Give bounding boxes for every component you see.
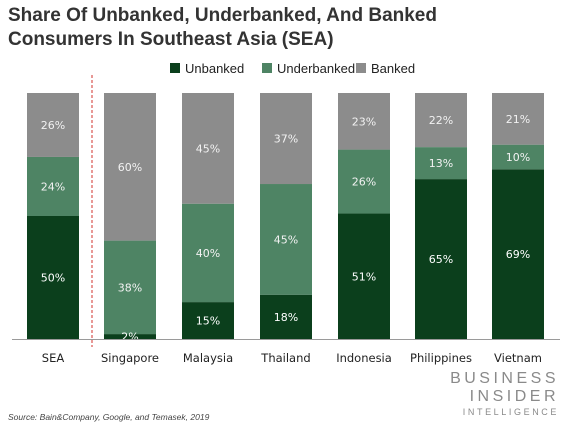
value-label-underbanked-philippines: 13% (429, 157, 453, 170)
legend-swatch-underbanked (262, 63, 272, 73)
value-label-underbanked-malaysia: 40% (196, 247, 220, 260)
legend-label-banked: Banked (371, 61, 415, 76)
value-label-banked-philippines: 22% (429, 114, 453, 127)
legend-swatch-unbanked (170, 63, 180, 73)
bar-unbanked-singapore (104, 334, 156, 339)
value-label-banked-indonesia: 23% (352, 115, 376, 128)
category-label-thailand: Thailand (260, 351, 310, 365)
legend-swatch-banked (356, 63, 366, 73)
bar-banked-vietnam (492, 93, 544, 145)
value-label-banked-vietnam: 21% (506, 113, 530, 126)
bar-unbanked-philippines (415, 179, 467, 339)
bar-banked-philippines (415, 93, 467, 148)
value-label-unbanked-philippines: 65% (429, 253, 453, 266)
category-label-philippines: Philippines (410, 351, 472, 365)
bar-underbanked-thailand (260, 184, 312, 295)
category-label-vietnam: Vietnam (494, 351, 542, 365)
bar-underbanked-indonesia (338, 149, 390, 214)
bar-banked-indonesia (338, 93, 390, 150)
value-label-banked-singapore: 60% (118, 161, 142, 174)
value-label-unbanked-singapore: 2% (121, 331, 138, 344)
bar-unbanked-thailand (260, 294, 312, 339)
value-label-underbanked-vietnam: 10% (506, 151, 530, 164)
brand-line-3: INTELLIGENCE (462, 407, 559, 417)
brand-line-1: BUSINESS (450, 370, 559, 387)
bar-unbanked-malaysia (182, 302, 234, 339)
bar-banked-singapore (104, 93, 156, 241)
value-label-underbanked-thailand: 45% (274, 233, 298, 246)
legend-label-underbanked: Underbanked (277, 61, 355, 76)
brand-line-2: INSIDER (469, 388, 559, 405)
value-label-underbanked-indonesia: 26% (352, 176, 376, 189)
category-label-singapore: Singapore (101, 351, 159, 365)
bar-underbanked-philippines (415, 147, 467, 180)
bar-unbanked-indonesia (338, 213, 390, 339)
value-labels-group: 50% 24% 26% 2% 38% 60% 15% 40% 45% 18% 45% 37% 51% 26… (41, 113, 530, 344)
source-note: Source: Bain&Company, Google, and Temase… (8, 412, 210, 422)
brand-logo: BUSINESS INSIDER INTELLIGENCE (450, 370, 559, 418)
bar-unbanked-vietnam (492, 169, 544, 339)
value-label-banked-sea: 26% (41, 119, 65, 132)
bar-banked-thailand (260, 93, 312, 185)
value-label-unbanked-thailand: 18% (274, 311, 298, 324)
bar-underbanked-singapore (104, 240, 156, 335)
bar-unbanked-sea (27, 216, 79, 339)
category-label-sea: SEA (42, 351, 65, 365)
bar-underbanked-malaysia (182, 203, 234, 303)
legend-label-unbanked: Unbanked (185, 61, 244, 76)
value-label-underbanked-sea: 24% (41, 180, 65, 193)
bars-group (27, 93, 544, 339)
value-label-banked-malaysia: 45% (196, 142, 220, 155)
bar-banked-sea (27, 93, 79, 157)
value-label-unbanked-sea: 50% (41, 272, 65, 285)
value-label-unbanked-indonesia: 51% (352, 270, 376, 283)
category-label-indonesia: Indonesia (336, 351, 392, 365)
legend: Unbanked Underbanked Banked (170, 61, 415, 76)
bar-underbanked-vietnam (492, 144, 544, 170)
category-labels-group: SEA Singapore Malaysia Thailand Indonesia Phi… (42, 351, 542, 365)
chart-title: Share Of Unbanked, Underbanked, And Bank… (8, 5, 437, 50)
bar-underbanked-sea (27, 156, 79, 216)
value-label-banked-thailand: 37% (274, 133, 298, 146)
value-label-underbanked-singapore: 38% (118, 281, 142, 294)
category-label-malaysia: Malaysia (183, 351, 233, 365)
bar-banked-malaysia (182, 93, 234, 204)
value-label-unbanked-vietnam: 69% (506, 248, 530, 261)
value-label-unbanked-malaysia: 15% (196, 315, 220, 328)
